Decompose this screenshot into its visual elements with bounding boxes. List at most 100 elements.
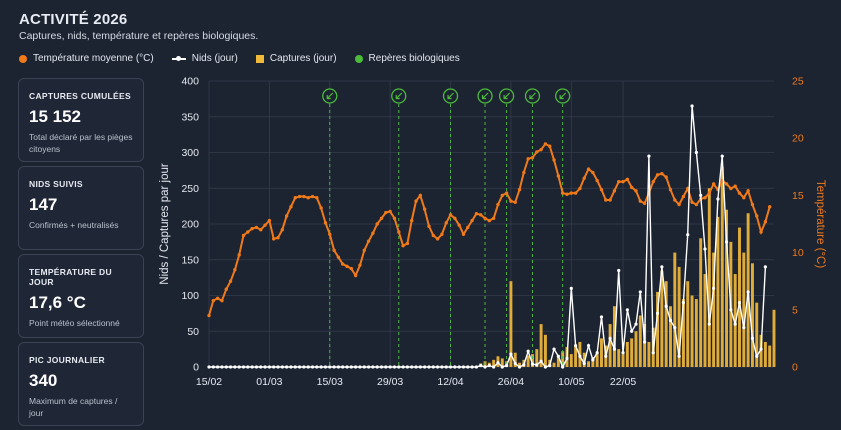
temperature-point (733, 184, 737, 188)
capture-bar (755, 302, 759, 367)
temperature-point (535, 150, 539, 154)
temperature-point (479, 213, 483, 217)
legend-item-bio-markers[interactable]: Repères biologiques (354, 53, 460, 64)
x-tick-label: 15/03 (317, 376, 343, 388)
kpi-value: 17,6 °C (29, 293, 86, 312)
temperature-point (707, 191, 712, 195)
temperature-point (543, 142, 548, 146)
temperature-point (254, 225, 259, 230)
temperature-point (582, 176, 586, 180)
temperature-point (435, 237, 440, 241)
kpi-caption: Point météo sélectionné (29, 318, 120, 328)
temperature-point (384, 210, 388, 215)
temperature-point (491, 216, 496, 220)
nests-point (384, 365, 388, 369)
temperature-point (578, 186, 582, 191)
nests-point (673, 326, 677, 330)
capture-bar (763, 341, 767, 367)
nests-point (712, 286, 716, 290)
temperature-point (526, 157, 530, 161)
temperature-point (742, 195, 746, 200)
nests-point (427, 365, 431, 369)
temperature-point (621, 179, 625, 184)
y-right-tick-label: 15 (792, 190, 804, 202)
temperature-point (530, 155, 535, 160)
capture-bar (716, 216, 720, 367)
temperature-point (591, 170, 595, 175)
temperature-point (371, 231, 375, 235)
nests-point (634, 322, 638, 326)
temperature-point (703, 195, 707, 200)
kpi-caption: Confirmés + neutralisés (29, 220, 119, 230)
temperature-point (233, 268, 237, 272)
nests-point (241, 365, 246, 369)
nests-point (586, 343, 591, 348)
capture-bar (569, 354, 573, 367)
temperature-point (405, 241, 410, 246)
temperature-point (241, 233, 246, 238)
bio-marker-arrow-icon (481, 92, 489, 100)
activity-chart: 0 50 100 150 200 250 300 350 400 0 5 10 15 20 25 15/02 0… (159, 76, 826, 389)
capture-bar (638, 315, 642, 367)
captures-square-icon (255, 54, 264, 63)
nests-point (444, 365, 448, 369)
nests-point (354, 365, 358, 369)
y-left-tick-label: 200 (181, 219, 199, 231)
legend-item-nests[interactable]: Nids (jour) (171, 53, 238, 64)
capture-bar (539, 324, 543, 367)
capture-bar (492, 359, 496, 367)
temperature-point (750, 202, 755, 207)
nests-point (366, 365, 371, 369)
capture-bar (703, 274, 707, 367)
temperature-point (664, 175, 668, 179)
temperature-point (310, 194, 315, 199)
temperature-point (211, 298, 216, 303)
nests-point (707, 322, 711, 326)
nests-point (401, 365, 405, 369)
bio-marker-arrow-icon (395, 92, 403, 100)
nests-point (332, 365, 336, 369)
legend-item-temperature[interactable]: Température moyenne (°C) (19, 53, 154, 64)
temperature-point (444, 221, 448, 225)
temperature-point (263, 223, 267, 227)
capture-bar (625, 341, 629, 367)
temperature-point (629, 185, 634, 190)
y-left-tick-label: 150 (181, 254, 199, 266)
temperature-point (513, 200, 517, 204)
capture-bar (750, 263, 754, 367)
legend-item-captures[interactable]: Captures (jour) (255, 53, 337, 64)
capture-bar (725, 209, 729, 367)
temperature-point (341, 262, 345, 266)
temperature-point (414, 199, 418, 203)
page-title: ACTIVITÉ 2026 (19, 11, 128, 28)
temperature-point (289, 205, 293, 209)
chart-legend: Température moyenne (°C) Nids (jour) Cap… (19, 53, 478, 64)
nests-point (496, 361, 500, 365)
nests-point (461, 365, 466, 369)
temperature-point (487, 218, 492, 223)
temperature-point (293, 195, 297, 200)
y-left-tick-label: 50 (187, 326, 199, 338)
nests-point (220, 365, 224, 369)
temperature-point (366, 239, 371, 243)
y-left-tick-label: 0 (193, 362, 199, 374)
y-left-tick-label: 250 (181, 183, 199, 195)
nests-point (336, 365, 340, 369)
temperature-point (362, 248, 366, 253)
temperature-point (397, 230, 401, 234)
temperature-point (517, 187, 522, 192)
nests-point (686, 233, 690, 237)
nests-point (457, 365, 461, 369)
nests-point (487, 363, 491, 368)
temperature-point (207, 313, 211, 318)
kpi-label: PIC JOURNALIER (29, 355, 105, 365)
nests-point (647, 154, 651, 158)
nests-point (388, 365, 392, 369)
temperature-point (755, 214, 759, 218)
nests-point (625, 308, 629, 312)
nests-point (716, 197, 720, 201)
nests-line (209, 105, 767, 369)
nests-point (302, 365, 306, 369)
nests-point (664, 304, 668, 308)
kpi-caption: Total déclaré par les pièges citoyens (29, 132, 133, 154)
